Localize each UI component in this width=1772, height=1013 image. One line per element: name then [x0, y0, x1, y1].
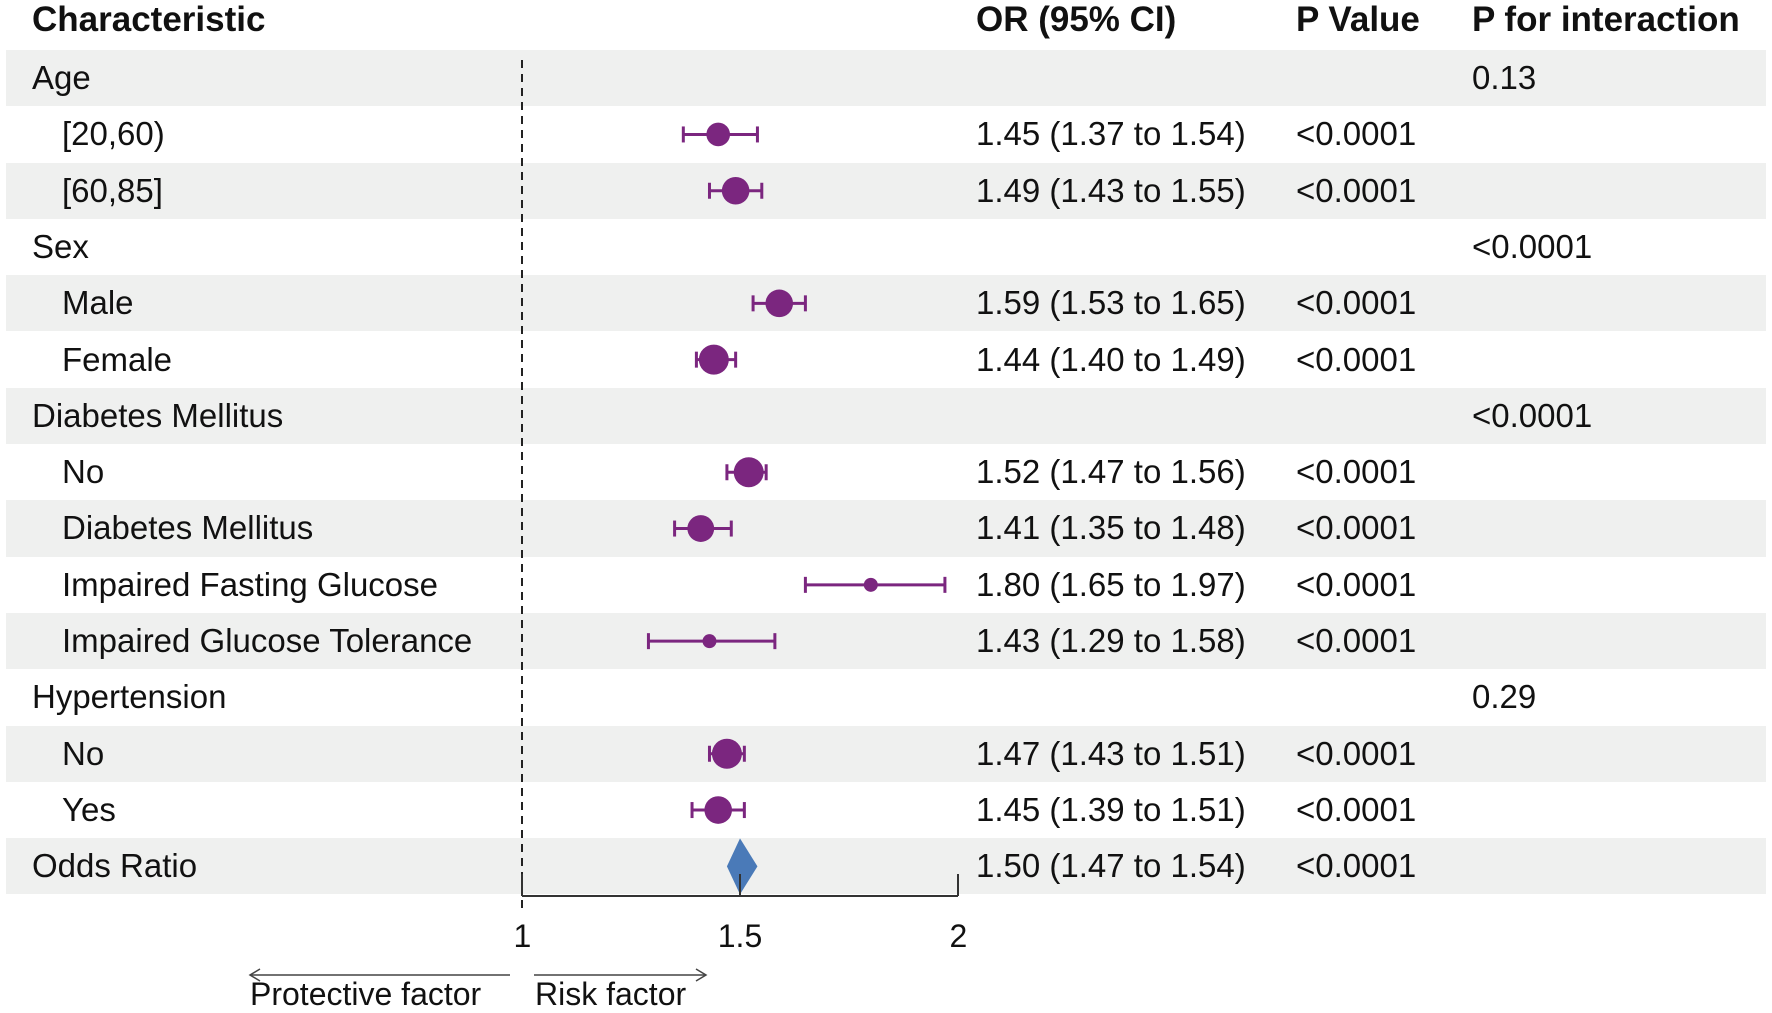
- row-p-value: <0.0001: [1296, 509, 1417, 547]
- row-p-value: <0.0001: [1296, 734, 1417, 772]
- row-label: Odds Ratio: [32, 847, 198, 885]
- row-label: Sex: [32, 227, 89, 265]
- overall-diamond: [726, 838, 758, 895]
- point-estimate: [698, 344, 729, 375]
- point-estimate: [733, 457, 764, 488]
- row-p-interaction: 0.13: [1472, 59, 1537, 96]
- row-or-ci: 1.45 (1.39 to 1.51): [976, 790, 1246, 828]
- row-p-value: <0.0001: [1296, 565, 1417, 603]
- row-p-interaction: 0.29: [1472, 678, 1537, 716]
- x-tick-label: 2: [949, 918, 968, 954]
- row-label: [60,85]: [62, 171, 163, 209]
- header-p-interaction: P for interaction: [1472, 0, 1740, 39]
- point-estimate: [711, 738, 742, 769]
- header-characteristic: Characteristic: [32, 0, 266, 39]
- row-label: Diabetes Mellitus: [32, 396, 284, 434]
- row-label: [20,60): [62, 115, 165, 153]
- x-tick-label: 1.5: [717, 918, 763, 954]
- row-label: Age: [32, 59, 91, 96]
- row-band: [6, 275, 1766, 332]
- row-band: [6, 500, 1766, 557]
- row-label: Hypertension: [32, 678, 227, 716]
- row-or-ci: 1.80 (1.65 to 1.97): [976, 565, 1246, 603]
- point-estimate: [687, 515, 715, 542]
- protective-factor-label: Protective factor: [250, 976, 482, 1012]
- point-estimate: [702, 634, 717, 649]
- point-estimate: [721, 176, 750, 205]
- row-p-interaction: <0.0001: [1472, 227, 1593, 265]
- row-p-value: <0.0001: [1296, 847, 1417, 885]
- row-label: Yes: [62, 790, 116, 828]
- row-band: [6, 50, 1766, 107]
- point-estimate: [706, 122, 730, 147]
- protective-arrow-head: [248, 968, 261, 982]
- row-label: Female: [62, 340, 173, 378]
- row-or-ci: 1.59 (1.53 to 1.65): [976, 284, 1246, 322]
- row-or-ci: 1.41 (1.35 to 1.48): [976, 509, 1246, 547]
- header-or-ci: OR (95% CI): [976, 0, 1177, 39]
- row-band: [6, 613, 1766, 670]
- row-or-ci: 1.45 (1.37 to 1.54): [976, 115, 1246, 153]
- row-or-ci: 1.49 (1.43 to 1.55): [976, 171, 1246, 209]
- row-or-ci: 1.47 (1.43 to 1.51): [976, 734, 1246, 772]
- row-label: Male: [62, 284, 134, 322]
- risk-arrow-head: [695, 968, 708, 982]
- row-p-value: <0.0001: [1296, 171, 1417, 209]
- row-p-value: <0.0001: [1296, 622, 1417, 659]
- row-or-ci: 1.52 (1.47 to 1.56): [976, 453, 1246, 491]
- row-label: No: [62, 734, 105, 772]
- row-or-ci: 1.50 (1.47 to 1.54): [976, 847, 1246, 885]
- x-tick-label: 1: [513, 918, 532, 954]
- row-label: Impaired Fasting Glucose: [62, 565, 439, 603]
- row-band: [6, 162, 1766, 219]
- row-p-interaction: <0.0001: [1472, 396, 1593, 434]
- row-band: [6, 725, 1766, 782]
- row-or-ci: 1.44 (1.40 to 1.49): [976, 340, 1246, 378]
- point-estimate: [863, 577, 878, 592]
- risk-factor-label: Risk factor: [535, 976, 687, 1012]
- row-band: [6, 838, 1766, 895]
- row-band: [6, 387, 1766, 445]
- row-p-value: <0.0001: [1296, 284, 1417, 322]
- row-label: Diabetes Mellitus: [62, 509, 314, 547]
- row-p-value: <0.0001: [1296, 340, 1417, 378]
- header-p-value: P Value: [1296, 0, 1420, 39]
- row-label: Impaired Glucose Tolerance: [62, 622, 473, 659]
- row-label: No: [62, 453, 105, 491]
- row-p-value: <0.0001: [1296, 790, 1417, 828]
- point-estimate: [765, 289, 794, 318]
- point-estimate: [704, 796, 732, 824]
- row-p-value: <0.0001: [1296, 115, 1417, 153]
- row-or-ci: 1.43 (1.29 to 1.58): [976, 622, 1246, 659]
- row-p-value: <0.0001: [1296, 453, 1417, 491]
